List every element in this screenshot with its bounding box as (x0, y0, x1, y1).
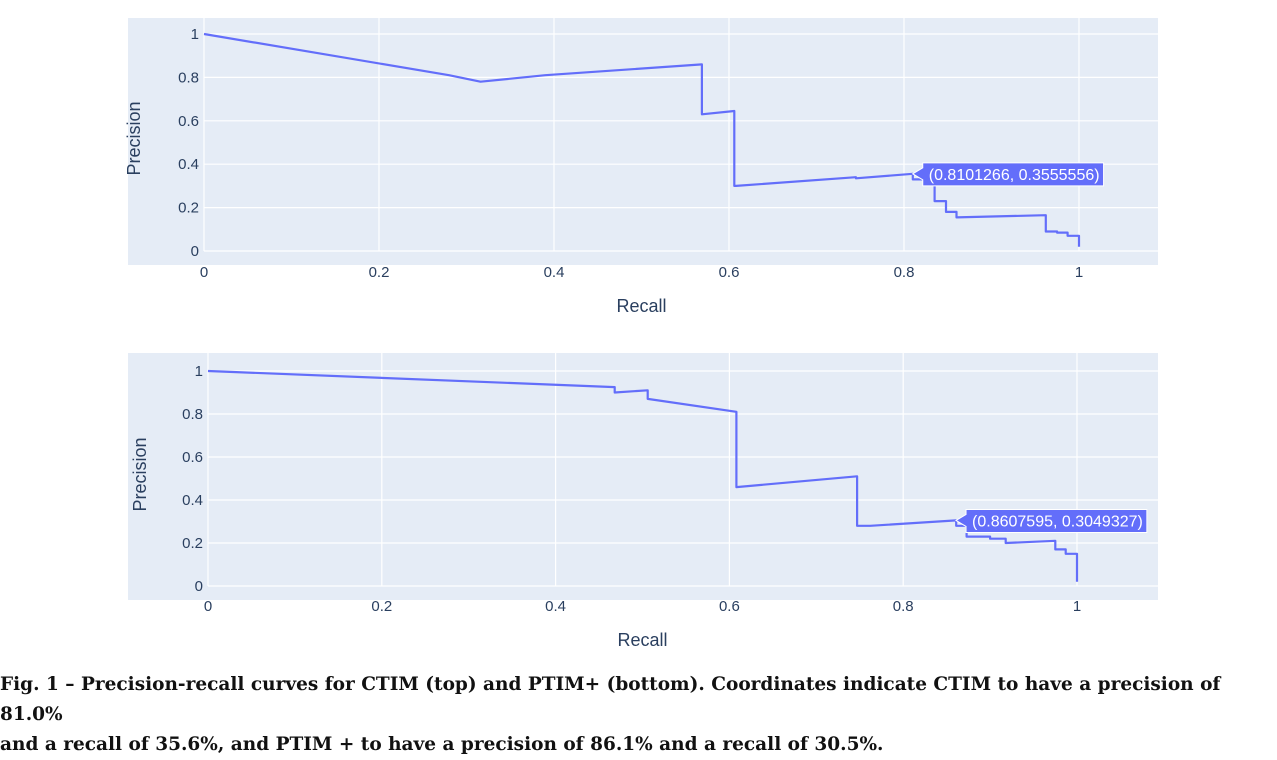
chart-bottom: 0 0.2 0.4 0.6 0.8 1 0 0.2 0.4 0.6 0.8 1 Recall Precis… (0, 335, 1277, 665)
x-tick-label: 0.8 (894, 264, 915, 281)
hover-label-box (955, 508, 1148, 533)
caption-line-2: and a recall of 35.6%, and PTIM + to hav… (0, 734, 884, 755)
y-tick-label: 1 (191, 26, 199, 43)
hover-label-text: (0.8101266, 0.3555556) (929, 167, 1100, 184)
x-tick-label: 0.4 (544, 264, 565, 281)
x-tick-label: 0.2 (369, 264, 390, 281)
y-tick-label: 0.6 (182, 449, 203, 466)
x-tick-label: 0 (204, 598, 212, 615)
y-tick-label: 0.6 (178, 113, 199, 130)
chart-top: 0 0.2 0.4 0.6 0.8 1 0 0.2 0.4 0.6 0.8 1 Recall Precis… (0, 0, 1277, 330)
pr-curve-line (207, 369, 1079, 582)
hover-label: (0.8607595, 0.3049327) (955, 508, 1148, 533)
y-tick-label: 0.2 (178, 200, 199, 217)
y-tick-label: 0 (191, 243, 199, 260)
y-tick-label: 0.4 (178, 156, 199, 173)
x-tick-label: 1 (1075, 264, 1083, 281)
y-tick-label: 0.8 (182, 406, 203, 423)
y-tick-label: 0.8 (178, 69, 199, 86)
hover-label: (0.8101266, 0.3555556) (911, 162, 1105, 187)
caption-line-1: Fig. 1 – Precision-recall curves for CTI… (0, 674, 1221, 725)
y-tick-label: 0 (195, 578, 203, 595)
x-tick-label: 0.4 (545, 598, 566, 615)
y-axis-title: Precision (130, 437, 150, 511)
x-tick-label: 0.2 (371, 598, 392, 615)
y-tick-label: 0.2 (182, 535, 203, 552)
plot-background (128, 353, 1158, 600)
x-tick-label: 0.6 (719, 598, 740, 615)
x-tick-label: 1 (1073, 598, 1081, 615)
plot-background (128, 18, 1158, 265)
x-tick-label: 0.8 (893, 598, 914, 615)
x-tick-label: 0.6 (719, 264, 740, 281)
x-tick-label: 0 (200, 264, 208, 281)
x-axis-title: Recall (617, 630, 667, 650)
figure-caption: Fig. 1 – Precision-recall curves for CTI… (0, 670, 1277, 760)
hover-label-box (911, 162, 1105, 187)
y-axis-title: Precision (124, 101, 144, 175)
y-tick-label: 1 (195, 363, 203, 380)
y-tick-label: 0.4 (182, 492, 203, 509)
chart-svg: 0 0.2 0.4 0.6 0.8 1 0 0.2 0.4 0.6 0.8 1 Recall Precis… (124, 18, 1158, 316)
hover-label-text: (0.8607595, 0.3049327) (972, 513, 1143, 530)
x-axis-title: Recall (616, 296, 666, 316)
chart-svg: 0 0.2 0.4 0.6 0.8 1 0 0.2 0.4 0.6 0.8 1 Recall Precis… (128, 353, 1158, 650)
